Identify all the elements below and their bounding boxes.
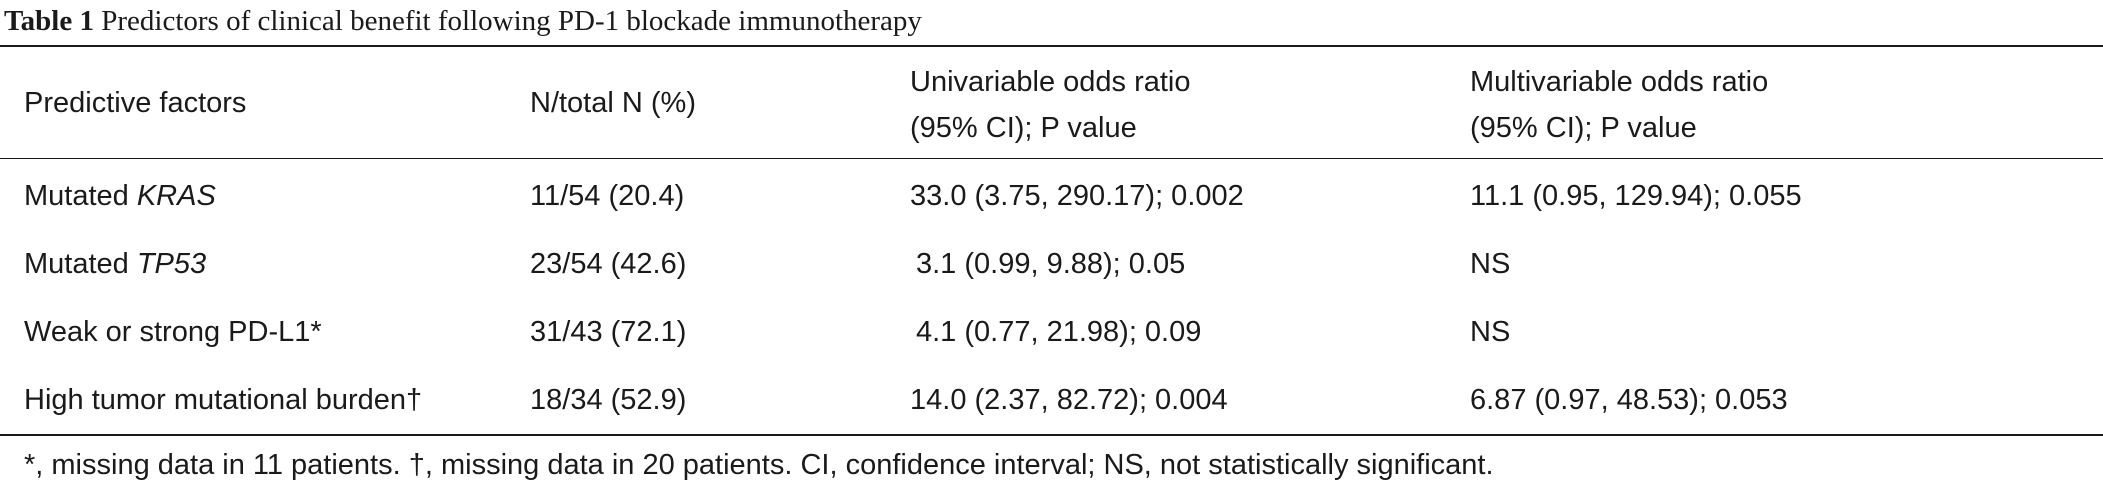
header-univariable-line1: Univariable odds ratio — [910, 66, 1191, 98]
header-predictive-factors: Predictive factors — [24, 87, 247, 119]
table-row-factor: High tumor mutational burden† — [24, 380, 422, 420]
header-multivariable-line2: (95% CI); P value — [1470, 112, 1697, 144]
table-footnote: *, missing data in 11 patients. †, missi… — [24, 449, 1494, 481]
table-row-univariable: 33.0 (3.75, 290.17); 0.002 — [910, 180, 1244, 212]
table-row-multivariable: 11.1 (0.95, 129.94); 0.055 — [1470, 180, 1802, 212]
table-caption-text: Predictors of clinical benefit following… — [101, 5, 922, 37]
table-row-univariable: 4.1 (0.77, 21.98); 0.09 — [916, 316, 1202, 348]
table-row-multivariable: 6.87 (0.97, 48.53); 0.053 — [1470, 384, 1788, 416]
factor-text: Mutated — [24, 180, 137, 212]
table-row-n: 23/54 (42.6) — [530, 248, 687, 280]
table-row-factor: Mutated TP53 — [24, 244, 206, 284]
header-multivariable-line1: Multivariable odds ratio — [1470, 66, 1769, 98]
header-univariable-line2: (95% CI); P value — [910, 112, 1137, 144]
gene-name: TP53 — [136, 248, 207, 280]
table-row-factor: Weak or strong PD-L1* — [24, 312, 322, 352]
table-row-multivariable: NS — [1470, 248, 1511, 280]
table-row-univariable: 3.1 (0.99, 9.88); 0.05 — [916, 248, 1186, 280]
table-row-multivariable: NS — [1470, 316, 1511, 348]
table-row-n: 11/54 (20.4) — [530, 180, 685, 212]
table-row-univariable: 14.0 (2.37, 82.72); 0.004 — [910, 384, 1228, 416]
gene-name: KRAS — [136, 180, 216, 212]
factor-text: Weak or strong PD-L1* — [24, 316, 322, 348]
factor-text: Mutated — [24, 248, 137, 280]
factor-text: High tumor mutational burden† — [24, 384, 423, 416]
table-row-n: 31/43 (72.1) — [530, 316, 687, 348]
table-bottom-rule — [0, 434, 2103, 436]
table-row-factor: Mutated KRAS — [24, 176, 216, 216]
table-header-rule — [0, 158, 2103, 159]
table-caption-label: Table 1 — [4, 5, 94, 37]
table-caption: Table 1 Predictors of clinical benefit f… — [4, 4, 922, 38]
header-n-total: N/total N (%) — [530, 87, 696, 119]
table-top-rule — [0, 45, 2103, 47]
table-row-n: 18/34 (52.9) — [530, 384, 687, 416]
